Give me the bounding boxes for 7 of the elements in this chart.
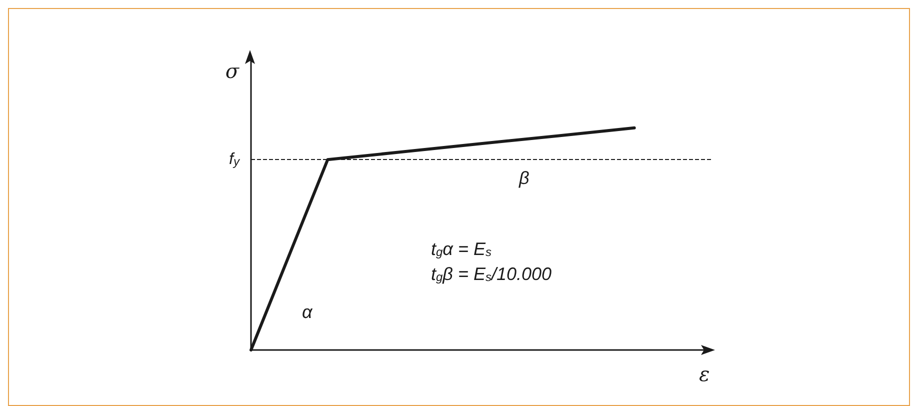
annotation: tgβ = Es/10.000 — [431, 264, 552, 284]
y-axis-title: σ — [225, 59, 240, 83]
annotation: β — [518, 168, 530, 188]
annotation: α — [302, 302, 313, 322]
ref-line-label: fy — [229, 151, 240, 169]
annotation: tgα = Es — [431, 239, 492, 259]
x-axis-title: ε — [699, 362, 710, 386]
